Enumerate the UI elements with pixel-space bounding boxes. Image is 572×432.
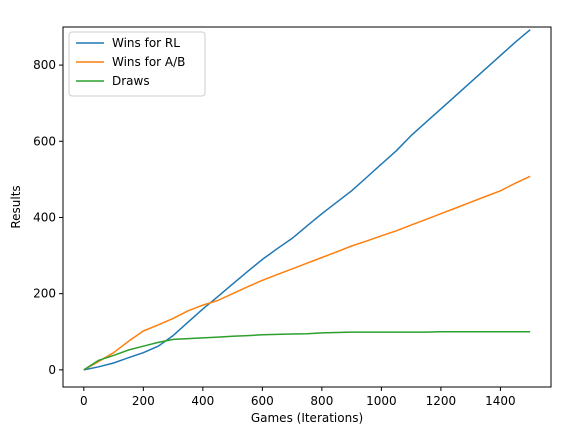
legend-label-1: Wins for RL	[112, 36, 180, 50]
x-tick-label: 400	[191, 394, 214, 408]
x-tick-label: 200	[132, 394, 155, 408]
x-tick-label: 1000	[366, 394, 397, 408]
x-axis-title: Games (Iterations)	[251, 411, 363, 425]
series-layer	[83, 29, 531, 371]
y-axis-title: Results	[9, 185, 23, 228]
legend-label-2: Wins for A/B	[112, 55, 185, 69]
x-tick-label: 0	[80, 394, 88, 408]
series-line-3	[83, 331, 531, 371]
y-tick-label: 600	[33, 134, 56, 148]
legend-label-3: Draws	[112, 74, 150, 88]
plot-frame	[62, 26, 552, 388]
y-tick-label: 800	[33, 58, 56, 72]
x-tick-label: 1200	[426, 394, 457, 408]
legend: Wins for RL Wins for A/B Draws	[68, 31, 206, 97]
y-tick-label: 200	[33, 287, 56, 301]
legend-frame	[68, 31, 206, 97]
x-tick-label: 800	[310, 394, 333, 408]
x-tick-label: 1400	[485, 394, 516, 408]
y-tick-label: 0	[48, 363, 56, 377]
x-axis: 0 200 400 600 800 1000 1200 1400	[80, 387, 516, 408]
y-tick-label: 400	[33, 210, 56, 224]
series-line-2	[83, 175, 531, 371]
y-axis: 0 200 400 600 800	[33, 58, 63, 377]
series-line-1	[83, 29, 531, 371]
x-tick-label: 600	[251, 394, 274, 408]
